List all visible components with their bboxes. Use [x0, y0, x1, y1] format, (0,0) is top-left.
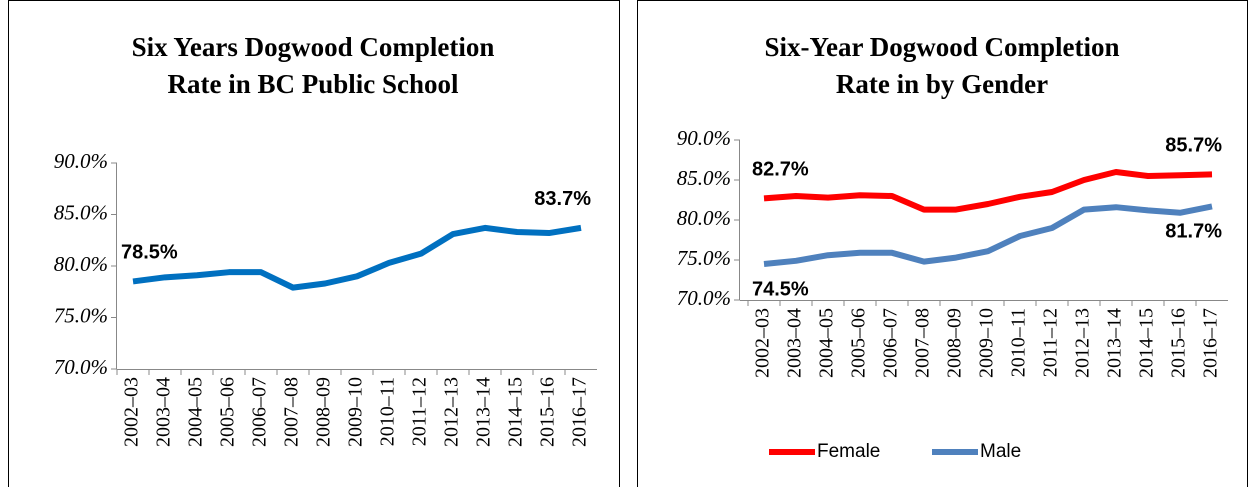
x-tick-label: 2003–04 — [153, 377, 175, 447]
x-tick-label: 2004–05 — [816, 308, 838, 378]
y-tick-label: 80.0% — [677, 206, 731, 230]
y-tick-label: 80.0% — [54, 252, 108, 276]
data-line — [132, 224, 582, 291]
x-tick-label: 2013–14 — [473, 377, 495, 447]
x-tick-label: 2007–08 — [912, 308, 934, 378]
x-tick-label: 2012–13 — [441, 377, 463, 447]
chart-frame — [8, 0, 620, 487]
x-tick-label: 2015–16 — [1168, 308, 1190, 378]
x-tick-label: 2006–07 — [880, 308, 902, 378]
x-tick-label: 2006–07 — [249, 377, 271, 447]
data-line — [763, 203, 1213, 267]
x-tick-label: 2014–15 — [505, 377, 527, 447]
x-tick-label: 2009–10 — [345, 377, 367, 447]
data-label: 85.7% — [1165, 135, 1222, 157]
y-tick-label: 85.0% — [677, 166, 731, 190]
x-tick-label: 2002–03 — [752, 308, 774, 378]
data-label: 81.7% — [1165, 221, 1222, 243]
x-tick-label: 2013–14 — [1104, 308, 1126, 378]
x-tick-label: 2007–08 — [281, 377, 303, 447]
x-tick-label: 2010–11 — [1008, 308, 1030, 377]
data-label: 78.5% — [121, 242, 178, 264]
x-tick-label: 2004–05 — [185, 377, 207, 447]
x-tick-label: 2016–17 — [569, 377, 591, 447]
data-label: 82.7% — [752, 159, 809, 181]
y-tick-label: 70.0% — [54, 355, 108, 379]
y-tick-label: 75.0% — [54, 303, 108, 327]
chart-title: Rate in by Gender — [836, 69, 1048, 99]
y-tick-label: 70.0% — [677, 286, 731, 310]
legend-label: Female — [817, 441, 880, 462]
x-tick-label: 2015–16 — [537, 377, 559, 447]
x-tick-label: 2008–09 — [313, 377, 335, 447]
chart-title: Rate in BC Public School — [167, 69, 459, 99]
data-line — [763, 169, 1213, 213]
chart-frame — [637, 0, 1248, 487]
data-label: 83.7% — [534, 188, 591, 210]
x-tick-label: 2016–17 — [1200, 308, 1222, 378]
x-tick-label: 2012–13 — [1072, 308, 1094, 378]
chart-title: Six Years Dogwood Completion — [132, 32, 495, 62]
x-tick-label: 2008–09 — [944, 308, 966, 378]
chart-title: Six-Year Dogwood Completion — [764, 32, 1119, 62]
x-tick-label: 2014–15 — [1136, 308, 1158, 378]
legend-label: Male — [980, 441, 1021, 462]
x-tick-label: 2010–11 — [377, 377, 399, 446]
y-tick-label: 90.0% — [677, 126, 731, 150]
y-tick-label: 85.0% — [54, 200, 108, 224]
y-tick-label: 90.0% — [54, 149, 108, 173]
x-tick-label: 2011–12 — [1040, 308, 1062, 377]
x-tick-label: 2003–04 — [784, 308, 806, 378]
x-tick-label: 2002–03 — [121, 377, 143, 447]
x-tick-label: 2005–06 — [848, 308, 870, 378]
x-tick-label: 2005–06 — [217, 377, 239, 447]
x-tick-label: 2009–10 — [976, 308, 998, 378]
x-tick-label: 2011–12 — [409, 377, 431, 446]
y-tick-label: 75.0% — [677, 246, 731, 270]
data-label: 74.5% — [752, 278, 809, 300]
